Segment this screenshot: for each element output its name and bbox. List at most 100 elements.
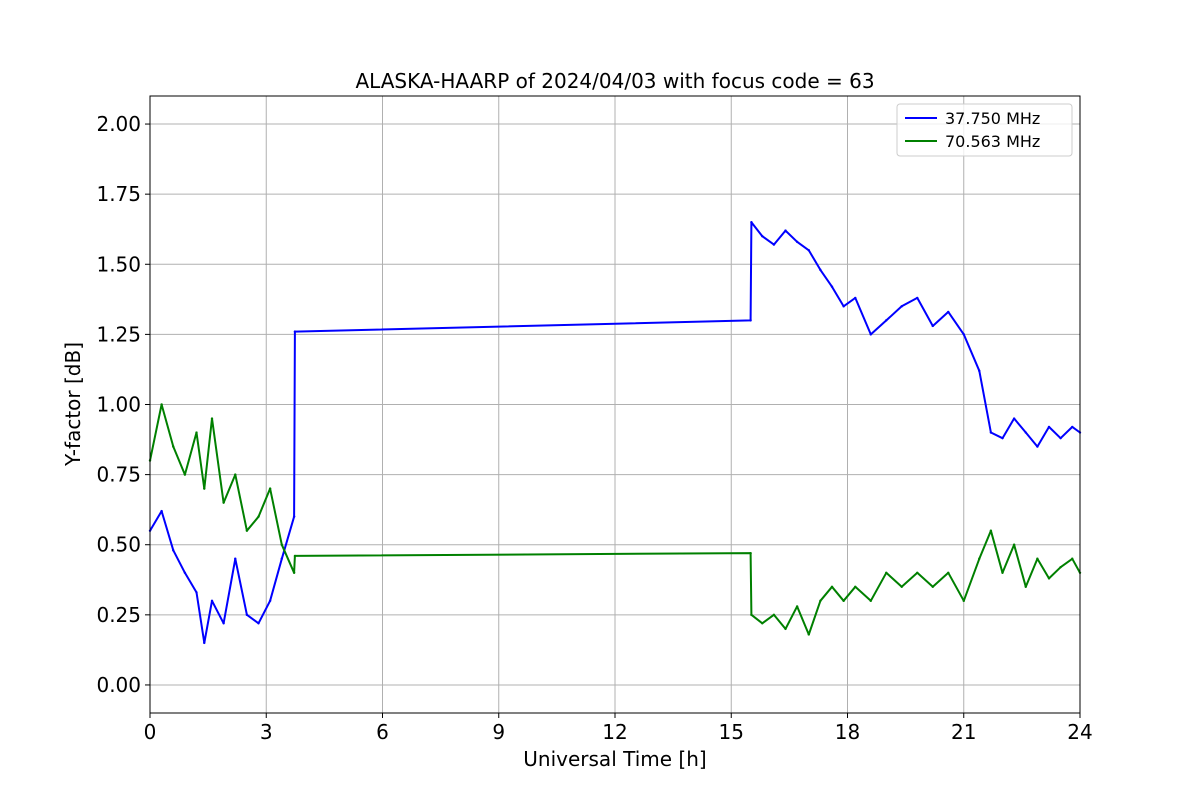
series-1-point [1012,543,1016,546]
series-1-point [900,585,903,588]
y-tick-label: 2.00 [96,112,141,136]
series-1-point [1024,585,1027,588]
series-1-point [210,417,214,420]
series-0-point [772,243,776,246]
series-0-point [869,333,872,336]
series-0-point [842,305,845,308]
series-1-point [195,431,198,434]
y-tick-label: 0.00 [96,673,141,697]
series-1-point [183,473,187,476]
series-0-point [761,235,764,238]
series-1-point [978,557,981,560]
series-0-point [1036,445,1039,448]
series-1-point [222,501,225,504]
legend-label: 70.563 MHz [945,132,1040,151]
series-0-point [1024,431,1027,434]
x-axis-label: Universal Time [h] [523,747,706,771]
series-1-point [749,551,752,555]
series-1-point [947,571,950,574]
series-0-point [1047,425,1051,429]
series-0-point [257,622,260,625]
legend-label: 37.750 MHz [945,109,1040,128]
series-0-point [900,305,903,308]
series-0-point [222,622,225,625]
series-0-point [160,509,163,513]
series-0-point [989,431,993,434]
series-0-point [268,599,272,603]
series-1-point [842,599,845,603]
legend-box [896,103,1073,157]
series-1-point [750,613,753,617]
series-1-point [1047,577,1051,580]
series-0-point [280,557,283,560]
series-0-point [245,613,249,617]
series-0-point [292,515,296,518]
series-0-point [293,330,297,333]
legend: 37.750 MHz 70.563 MHz [896,103,1073,157]
plot-frame [149,95,1081,714]
series-1-point [784,627,787,631]
series-1-point [268,487,272,490]
series-1-point [869,599,872,603]
x-tick-label: 18 [835,720,860,744]
series-0-point [749,319,752,322]
y-tick-label: 1.25 [96,322,141,346]
series-1-point [830,585,834,588]
series-0-point [750,221,753,224]
series-0-point [234,557,237,560]
series-0-point [1071,425,1074,429]
x-tick-label: 6 [376,720,389,744]
series-1-point [1071,557,1074,560]
x-tick-label: 9 [492,720,505,744]
y-tick-label: 1.75 [96,182,141,206]
series-0-point [172,549,175,552]
series-1-point [234,473,237,476]
series-1-point [1059,565,1062,569]
y-tick-label: 0.25 [96,603,141,627]
series-1-point [795,605,799,608]
series-1-point [854,585,857,588]
x-tick-label: 3 [260,720,273,744]
chart-title: ALASKA-HAARP of 2024/04/03 with focus co… [355,69,874,93]
x-tick-label: 15 [719,720,744,744]
series-1-point [203,487,206,490]
series-layer [148,221,1082,645]
y-tick-label: 1.00 [96,393,141,417]
series-0-point [819,268,822,272]
series-1-point [819,599,822,603]
x-tick-label: 21 [951,720,976,744]
series-0-point [784,229,787,232]
series-0-point [1001,436,1004,440]
series-1-point [885,571,888,574]
series-1-point [160,403,163,406]
series-1-point [293,554,297,558]
y-tick-label: 0.75 [96,463,141,487]
series-1-point [1001,571,1004,574]
series-0-point [978,369,981,373]
series-1-point [931,585,934,588]
x-tick-label: 12 [602,720,627,744]
x-tick-label: 24 [1067,720,1092,744]
series-1-point [280,543,283,546]
series-0-point [795,240,799,244]
series-1-point [172,445,175,448]
series-1-point [916,571,919,574]
series-1-point [989,529,993,532]
series-1-point [962,599,965,603]
series-0-point [947,310,950,314]
series-0-point [885,319,888,322]
series-0-point [854,296,857,300]
series-0-point [183,571,187,574]
series-1-point [292,571,296,574]
y-axis-label: Y-factor [dB] [61,342,85,467]
series-0-point [931,324,934,328]
y-tick-label: 0.50 [96,533,141,557]
series-1-point [1036,557,1039,560]
series-0-point [807,249,810,252]
axis-ticks: 0 3 6 9 12 15 18 21 24 0.00 0.25 0.50 0.75 1.00 1.25 1.… [96,112,1092,744]
series-0-point [203,641,206,645]
y-tick-label: 1.50 [96,252,141,276]
series-1-point [245,529,249,532]
